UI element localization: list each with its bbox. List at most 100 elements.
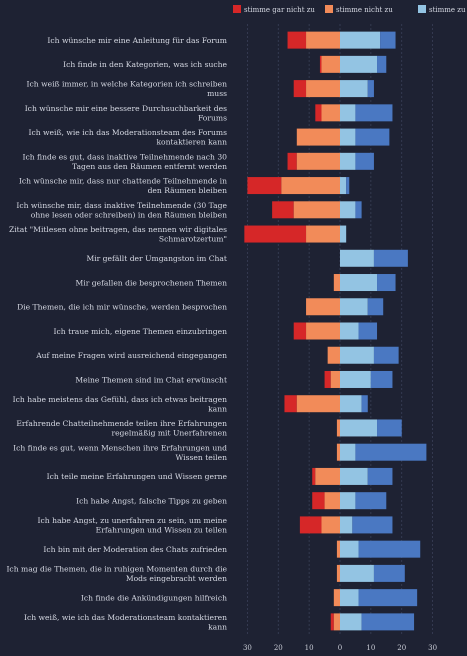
legend-swatch	[418, 5, 426, 13]
bar-segment-3	[367, 80, 374, 98]
bar-segment-1	[333, 613, 340, 631]
bar-segment-1	[330, 370, 340, 388]
bar-segment-2	[340, 322, 359, 340]
bar-segment-2	[340, 128, 356, 146]
category-label: Ich weiß immer, in welche Kategorien ich…	[27, 80, 228, 99]
legend-swatch	[325, 5, 333, 13]
bar-segment-1	[296, 152, 340, 170]
category-label: Auf meine Fragen wird ausreichend eingeg…	[35, 351, 227, 360]
bar-segment-0	[284, 395, 297, 413]
bar-segment-0	[293, 80, 307, 98]
bar-segment-1	[293, 201, 340, 219]
bar-segment-1	[324, 492, 340, 510]
bar-segment-3	[373, 564, 405, 582]
bar-segment-1	[306, 225, 340, 243]
bar-segment-2	[340, 540, 359, 558]
bar-segment-2	[340, 370, 371, 388]
category-label: Erfahrende Chatteilnehmende teilen ihre …	[16, 419, 227, 438]
category-label: Ich habe meistens das Gefühl, dass ich e…	[13, 395, 227, 414]
x-tick-label: 20	[274, 644, 283, 652]
category-label: Ich habe Angst, zu unerfahren zu sein, u…	[38, 516, 228, 535]
bar-segment-0	[319, 55, 322, 73]
bar-segment-2	[340, 274, 378, 292]
bar-segment-2	[340, 395, 362, 413]
legend-label: stimme zu	[429, 6, 466, 14]
bar-segment-3	[355, 104, 393, 122]
category-labels: Ich wünsche mir eine Anleitung für das F…	[6, 36, 227, 632]
x-axis-ticks: 30 20 10 0 10 20 30	[243, 644, 437, 652]
bar-segment-1	[306, 80, 340, 98]
bar-segment-2	[340, 346, 374, 364]
bar-segment-3	[370, 370, 393, 388]
bar-segment-0	[315, 104, 322, 122]
bar-segment-3	[380, 31, 396, 49]
x-tick-label: 0	[338, 644, 342, 652]
category-label: Ich finde die Ankündigungen hilfreich	[81, 593, 227, 602]
x-tick-label: 20	[397, 644, 406, 652]
bar-segment-3	[355, 128, 390, 146]
category-label: Ich teile meine Erfahrungen und Wissen g…	[47, 472, 228, 481]
category-label: Ich wünsche mir eine Anleitung für das F…	[47, 36, 227, 45]
bar-segment-2	[340, 55, 378, 73]
bar-segment-2	[340, 298, 368, 316]
category-label: Mir gefällt der Umgangston im Chat	[86, 254, 227, 263]
bar-segment-2	[340, 249, 374, 267]
bar-segment-1	[296, 128, 340, 146]
bar-segment-3	[358, 540, 421, 558]
category-label: Die Themen, die ich mir wünsche, werden …	[17, 303, 227, 312]
category-label: Ich wünsche mir eine bessere Durchsuchba…	[25, 104, 227, 123]
bar-segment-0	[312, 492, 325, 510]
bar-segment-0	[244, 225, 307, 243]
category-label: Meine Themen sind im Chat erwünscht	[75, 375, 227, 384]
category-label: Ich habe Angst, falsche Tipps zu geben	[76, 496, 227, 505]
bar-segment-1	[333, 274, 340, 292]
bar-segment-3	[361, 395, 368, 413]
bar-segment-2	[340, 80, 368, 98]
category-label: Zitat "Mitlesen ohne beitragen, das nenn…	[9, 225, 227, 244]
bar-segment-1	[336, 443, 340, 461]
bar-segment-2	[340, 31, 381, 49]
bar-segment-1	[296, 395, 340, 413]
bar-segment-0	[272, 201, 294, 219]
bar-segment-2	[340, 419, 378, 437]
category-label: Ich wünsche mir, dass nur chattende Teil…	[19, 177, 227, 196]
bar-segment-1	[281, 177, 340, 195]
bar-segment-3	[377, 55, 387, 73]
bar-segment-3	[358, 589, 418, 607]
bar-segment-3	[367, 467, 393, 485]
bar-segment-2	[340, 492, 356, 510]
bar-segment-3	[355, 492, 387, 510]
bar-segment-1	[336, 419, 340, 437]
bar-segment-1	[321, 516, 340, 534]
category-label: Ich weiß, wie ich das Moderationsteam ko…	[24, 613, 227, 632]
category-label: Ich wünsche mir, dass inaktive Teilnehme…	[16, 201, 227, 220]
bar-segment-3	[373, 346, 399, 364]
bar-segment-3	[355, 152, 374, 170]
bar-segment-0	[330, 613, 334, 631]
bar-segment-0	[312, 467, 316, 485]
bar-segment-2	[340, 516, 353, 534]
bar-segment-1	[336, 540, 340, 558]
bar-segment-0	[324, 370, 331, 388]
bar-segment-3	[377, 419, 402, 437]
bar-segment-2	[340, 225, 347, 243]
bars	[244, 31, 427, 631]
bar-segment-3	[358, 322, 378, 340]
bar-segment-2	[340, 104, 356, 122]
bar-segment-1	[336, 564, 340, 582]
bar-segment-1	[306, 322, 340, 340]
bar-segment-3	[367, 298, 384, 316]
legend-label: stimme gar nicht zu	[244, 6, 315, 14]
bar-segment-0	[293, 322, 307, 340]
bar-segment-2	[340, 613, 362, 631]
bar-segment-1	[333, 589, 340, 607]
bar-segment-0	[287, 31, 307, 49]
category-label: Ich weiß, wie ich das Moderationsteam de…	[29, 128, 228, 147]
category-label: Mir gefallen die besprochenen Themen	[76, 278, 228, 287]
x-tick-label: 10	[366, 644, 375, 652]
category-label: Ich finde es gut, wenn Menschen ihre Erf…	[13, 443, 227, 462]
x-tick-label: 10	[305, 644, 314, 652]
bar-segment-3	[346, 177, 350, 195]
